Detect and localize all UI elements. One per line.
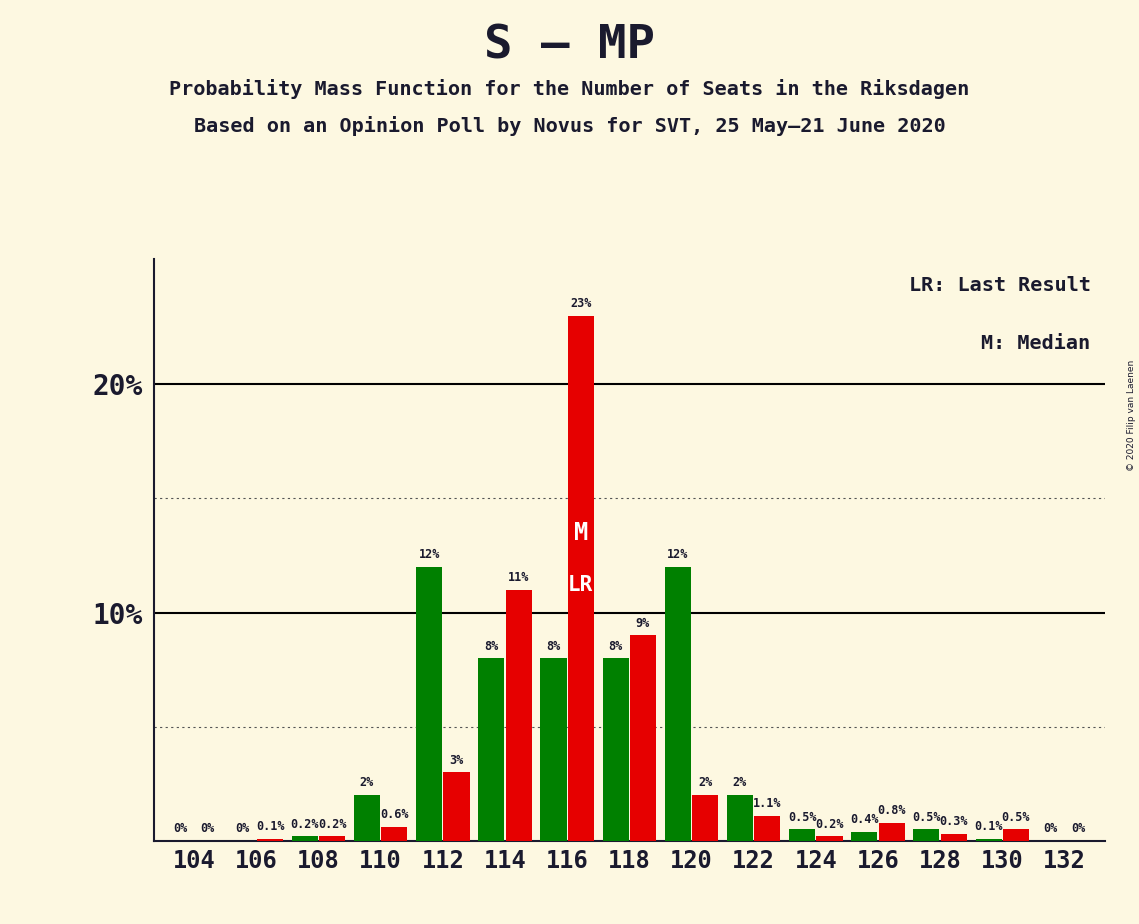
Text: M: Median: M: Median [982, 334, 1090, 353]
Text: 12%: 12% [418, 548, 440, 561]
Bar [665, 567, 691, 841]
Text: 8%: 8% [547, 639, 560, 652]
Text: M: M [574, 520, 588, 544]
Text: 0.6%: 0.6% [380, 808, 409, 821]
Text: 0.2%: 0.2% [816, 818, 844, 831]
Bar [354, 796, 380, 841]
Bar [416, 567, 442, 841]
Text: 0.2%: 0.2% [290, 818, 319, 831]
Bar [941, 834, 967, 841]
Bar [878, 822, 904, 841]
Text: 0.1%: 0.1% [974, 820, 1002, 833]
Text: Probability Mass Function for the Number of Seats in the Riksdagen: Probability Mass Function for the Number… [170, 79, 969, 99]
Text: 0.3%: 0.3% [940, 815, 968, 828]
Bar [727, 796, 753, 841]
Text: 2%: 2% [732, 776, 747, 789]
Text: 0%: 0% [1071, 822, 1085, 835]
Text: Based on an Opinion Poll by Novus for SVT, 25 May–21 June 2020: Based on an Opinion Poll by Novus for SV… [194, 116, 945, 136]
Bar [789, 830, 816, 841]
Bar [913, 830, 940, 841]
Bar [630, 636, 656, 841]
Text: 2%: 2% [698, 776, 712, 789]
Text: 2%: 2% [360, 776, 374, 789]
Text: 0%: 0% [173, 822, 188, 835]
Bar [506, 590, 532, 841]
Text: 8%: 8% [484, 639, 499, 652]
Bar [540, 658, 566, 841]
Text: 0.2%: 0.2% [318, 818, 346, 831]
Bar [851, 832, 877, 841]
Text: 0.5%: 0.5% [1001, 810, 1030, 823]
Text: 9%: 9% [636, 616, 650, 629]
Bar [1002, 830, 1029, 841]
Text: 0.5%: 0.5% [912, 810, 941, 823]
Bar [319, 836, 345, 841]
Text: 0.4%: 0.4% [850, 813, 878, 826]
Text: LR: Last Result: LR: Last Result [909, 276, 1090, 295]
Text: 0%: 0% [236, 822, 249, 835]
Text: S – MP: S – MP [484, 23, 655, 68]
Text: © 2020 Filip van Laenen: © 2020 Filip van Laenen [1126, 360, 1136, 471]
Text: 8%: 8% [608, 639, 623, 652]
Bar [257, 839, 284, 841]
Text: 11%: 11% [508, 571, 530, 584]
Text: 1.1%: 1.1% [753, 797, 781, 810]
Bar [975, 839, 1001, 841]
Text: LR: LR [568, 575, 593, 595]
Text: 0%: 0% [200, 822, 215, 835]
Bar [693, 796, 719, 841]
Bar [754, 816, 780, 841]
Text: 0.1%: 0.1% [256, 820, 285, 833]
Text: 23%: 23% [571, 298, 591, 310]
Bar [478, 658, 505, 841]
Bar [292, 836, 318, 841]
Text: 3%: 3% [450, 754, 464, 767]
Text: 0.5%: 0.5% [788, 810, 817, 823]
Bar [603, 658, 629, 841]
Bar [382, 827, 408, 841]
Text: 0%: 0% [1043, 822, 1058, 835]
Text: 0.8%: 0.8% [877, 804, 906, 817]
Bar [567, 316, 593, 841]
Bar [817, 836, 843, 841]
Text: 12%: 12% [667, 548, 688, 561]
Bar [443, 772, 469, 841]
